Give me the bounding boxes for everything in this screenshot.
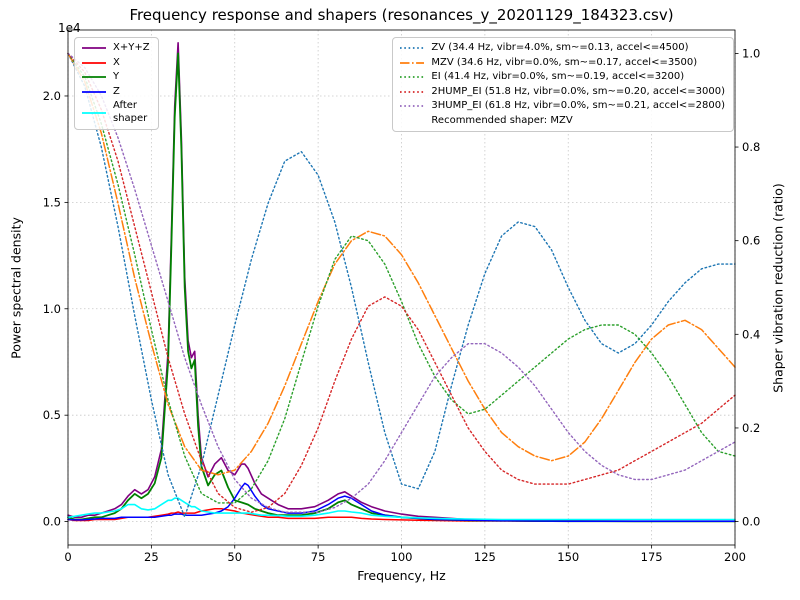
series-3HUMP_EI (67, 52, 736, 513)
series-After shaper (67, 497, 736, 521)
x-tick-label: 150 (557, 550, 579, 564)
legend-item-psd: Y (81, 71, 150, 84)
x-tick-label: 25 (144, 550, 159, 564)
y-right-tick-label: 0.6 (742, 234, 760, 248)
y-left-tick-label: 0.5 (43, 408, 61, 422)
legend-swatch (82, 61, 106, 64)
y-axis-label-right: Shaper vibration reduction (ratio) (770, 183, 786, 393)
series-Z (67, 482, 736, 522)
x-tick-label: 75 (311, 550, 326, 564)
legend-label: 3HUMP_EI (61.8 Hz, vibr=0.0%, sm~=0.21, … (431, 100, 725, 111)
y-right-tick-label: 0.2 (742, 421, 760, 435)
legend-label: X (113, 56, 120, 68)
x-tick-label: 125 (474, 550, 496, 564)
y-left-tick-label: 2.0 (43, 89, 61, 103)
legend-swatch (400, 76, 425, 79)
series-X+Y+Z (67, 41, 736, 523)
legend-item-shaper: 2HUMP_EI (51.8 Hz, vibr=0.0%, sm~=0.20, … (399, 86, 725, 99)
y-right-tick-label: 0.0 (742, 515, 760, 529)
series-EI (67, 52, 736, 504)
y-left-tick-label: 0.0 (43, 515, 61, 529)
legend-item-shaper: MZV (34.6 Hz, vibr=0.0%, sm~=0.17, accel… (399, 57, 725, 70)
legend-label: Z (113, 85, 120, 97)
legend-shapers: ZV (34.4 Hz, vibr=4.0%, sm~=0.13, accel<… (392, 37, 734, 132)
legend-item-shaper: ZV (34.4 Hz, vibr=4.0%, sm~=0.13, accel<… (399, 42, 725, 55)
legend-label: X+Y+Z (113, 42, 150, 53)
legend-label: MZV (34.6 Hz, vibr=0.0%, sm~=0.17, accel… (431, 56, 698, 68)
legend-swatch (399, 115, 425, 127)
x-tick-label: 100 (391, 550, 413, 564)
legend-label: EI (41.4 Hz, vibr=0.0%, sm~=0.19, accel<… (431, 71, 685, 82)
legend-swatch (400, 90, 425, 93)
legend-item-shaper: 3HUMP_EI (61.8 Hz, vibr=0.0%, sm~=0.21, … (399, 100, 725, 113)
x-tick-label: 0 (64, 550, 71, 564)
series-MZV (67, 52, 736, 476)
y-left-tick-label: 1.5 (43, 195, 61, 209)
x-axis-label: Frequency, Hz (357, 568, 446, 583)
legend-item-psd: After shaper (81, 100, 150, 125)
legend-swatch (82, 90, 106, 93)
y-axis-offset-label: 1e4 (58, 21, 81, 35)
y-right-tick-label: 0.8 (742, 140, 760, 154)
y-right-tick-label: 1.0 (742, 46, 760, 60)
series-ZV (67, 52, 736, 518)
y-right-tick-label: 0.4 (742, 327, 760, 341)
legend-label: Recommended shaper: MZV (431, 114, 573, 126)
legend-item-psd: X (81, 57, 150, 70)
legend-swatch (400, 47, 425, 50)
legend-label: ZV (34.4 Hz, vibr=4.0%, sm~=0.13, accel<… (431, 42, 689, 53)
legend-swatch (82, 111, 106, 114)
legend-psd: X+Y+Z X Y Z After shaper (74, 37, 159, 130)
legend-item-psd: Z (81, 86, 150, 99)
legend-swatch (400, 61, 425, 64)
chart-title: Frequency response and shapers (resonanc… (129, 6, 674, 24)
legend-swatch (400, 105, 425, 108)
x-tick-label: 50 (227, 550, 242, 564)
legend-item-psd: X+Y+Z (81, 42, 150, 55)
legend-item-recommendation: Recommended shaper: MZV (399, 115, 725, 128)
legend-swatch (82, 76, 106, 79)
y-left-tick-label: 1.0 (43, 302, 61, 316)
legend-item-shaper: EI (41.4 Hz, vibr=0.0%, sm~=0.19, accel<… (399, 71, 725, 84)
legend-label: After shaper (113, 100, 148, 124)
x-tick-label: 175 (641, 550, 663, 564)
y-axis-label-left: Power spectral density (8, 217, 24, 359)
x-tick-label: 200 (724, 550, 746, 564)
legend-label: 2HUMP_EI (51.8 Hz, vibr=0.0%, sm~=0.20, … (431, 85, 725, 97)
series-2HUMP_EI (67, 52, 736, 513)
legend-label: Y (113, 71, 120, 82)
legend-swatch (82, 47, 106, 50)
